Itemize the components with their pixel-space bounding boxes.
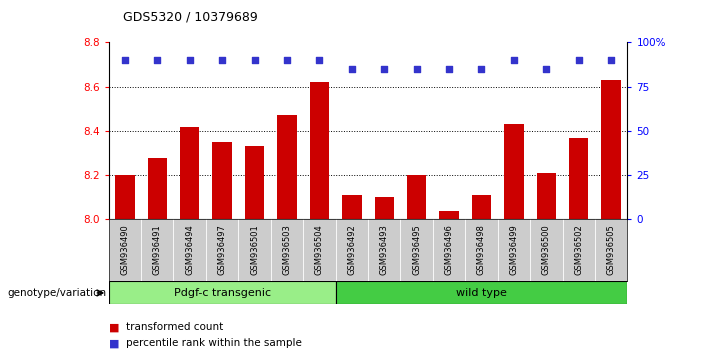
Bar: [278, 115, 297, 219]
Text: GSM936501: GSM936501: [250, 224, 259, 275]
Bar: [440, 211, 458, 219]
Bar: [310, 82, 329, 219]
Point: [217, 57, 228, 63]
Bar: [212, 142, 232, 219]
Point: [444, 66, 455, 72]
Point: [476, 66, 487, 72]
Point: [508, 57, 519, 63]
Point: [411, 66, 422, 72]
Point: [151, 57, 163, 63]
Text: GSM936497: GSM936497: [217, 224, 226, 275]
Bar: [336, 281, 627, 304]
Text: genotype/variation: genotype/variation: [7, 288, 106, 298]
Bar: [245, 147, 264, 219]
Point: [119, 57, 130, 63]
Point: [379, 66, 390, 72]
Text: wild type: wild type: [456, 288, 507, 298]
Text: GSM936493: GSM936493: [380, 224, 389, 275]
Text: GSM936503: GSM936503: [283, 224, 292, 275]
Bar: [601, 80, 621, 219]
Bar: [147, 158, 167, 219]
Point: [540, 66, 552, 72]
Point: [573, 57, 585, 63]
Bar: [374, 198, 394, 219]
Point: [606, 57, 617, 63]
Bar: [472, 195, 491, 219]
Point: [249, 57, 260, 63]
Text: GSM936498: GSM936498: [477, 224, 486, 275]
Bar: [342, 195, 362, 219]
Text: GDS5320 / 10379689: GDS5320 / 10379689: [123, 11, 257, 24]
Text: GSM936496: GSM936496: [444, 224, 454, 275]
Bar: [537, 173, 556, 219]
Bar: [115, 175, 135, 219]
Text: GSM936494: GSM936494: [185, 224, 194, 275]
Bar: [569, 138, 589, 219]
Text: percentile rank within the sample: percentile rank within the sample: [126, 338, 302, 348]
Text: GSM936500: GSM936500: [542, 224, 551, 275]
Text: GSM936504: GSM936504: [315, 224, 324, 275]
Text: GSM936491: GSM936491: [153, 224, 162, 275]
Bar: [109, 281, 336, 304]
Text: GSM936502: GSM936502: [574, 224, 583, 275]
Point: [281, 57, 292, 63]
Text: GSM936505: GSM936505: [606, 224, 615, 275]
Bar: [180, 127, 199, 219]
Bar: [407, 175, 426, 219]
Point: [184, 57, 196, 63]
Bar: [504, 124, 524, 219]
Text: GSM936492: GSM936492: [347, 224, 356, 275]
Text: ■: ■: [109, 322, 119, 332]
Text: ■: ■: [109, 338, 119, 348]
Text: GSM936495: GSM936495: [412, 224, 421, 275]
Text: GSM936490: GSM936490: [121, 224, 130, 275]
Text: transformed count: transformed count: [126, 322, 224, 332]
Text: Pdgf-c transgenic: Pdgf-c transgenic: [174, 288, 271, 298]
Point: [346, 66, 358, 72]
Text: GSM936499: GSM936499: [510, 224, 519, 275]
Point: [314, 57, 325, 63]
